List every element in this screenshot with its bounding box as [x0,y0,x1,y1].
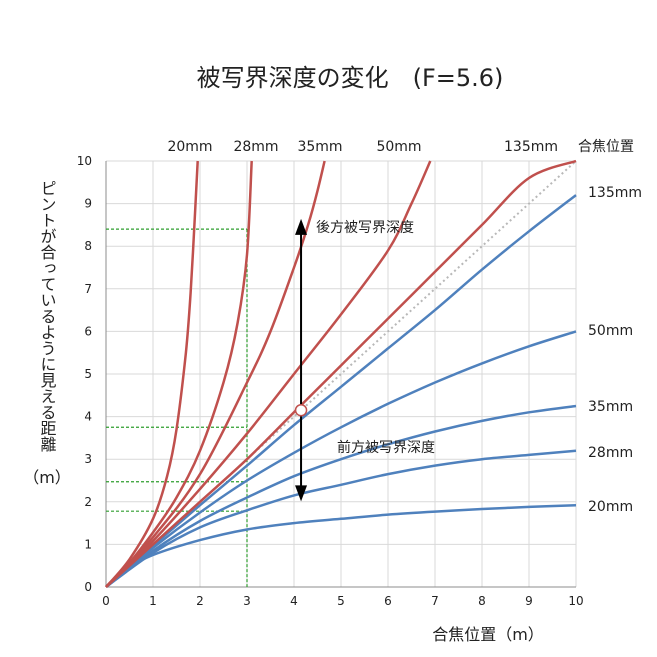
chart-title: 被写界深度の変化 (F=5.6) [197,64,504,92]
far-series-35mm [105,160,326,588]
y-tick-4: 4 [84,410,92,424]
y-tick-5: 5 [84,367,92,381]
far-label-35mm: 35mm [297,139,342,155]
y-tick-labels: 0 1 2 3 4 5 6 7 8 9 10 [77,154,92,594]
x-tick-1: 1 [149,594,157,608]
x-tick-3: 3 [243,594,251,608]
x-tick-9: 9 [525,594,533,608]
x-tick-4: 4 [290,594,298,608]
near-series-50mm [105,330,577,588]
x-tick-0: 0 [102,594,110,608]
x-tick-10: 10 [568,594,583,608]
x-tick-labels: 0 1 2 3 4 5 6 7 8 9 10 [102,594,583,608]
near-series-135mm [105,194,577,588]
series-labels: 20mm 28mm 35mm 50mm 135mm 合焦位置 135mm 50mm 35mm 28… [167,139,642,515]
far-series-135mm [105,159,577,588]
x-tick-8: 8 [478,594,486,608]
x-tick-7: 7 [431,594,439,608]
near-limit-series [105,194,577,589]
arrow-head-up [295,218,308,235]
near-label-135mm: 135mm [588,185,642,201]
y-tick-1: 1 [84,537,92,551]
near-label-35mm: 35mm [588,399,633,415]
y-tick-8: 8 [84,239,92,253]
far-series-20mm [105,160,199,588]
x-tick-5: 5 [337,594,345,608]
front-depth-annotation: 前方被写界深度 [337,439,435,456]
x-tick-6: 6 [384,594,392,608]
y-tick-10: 10 [77,154,92,168]
far-label-135mm: 135mm [504,139,558,155]
axes [105,161,576,588]
y-tick-7: 7 [84,282,92,296]
near-series-35mm [105,404,577,588]
reference-label: 合焦位置 [578,139,634,155]
near-label-50mm: 50mm [588,323,633,339]
far-label-20mm: 20mm [167,139,212,155]
depth-arrow [294,218,308,502]
y-axis-label: ピントが合っているように見える距離 （m） [23,180,71,487]
y-tick-2: 2 [84,495,92,509]
y-axis-label-text: ピントが合っているように見える距離 [38,180,57,452]
y-tick-6: 6 [84,324,92,338]
y-tick-0: 0 [84,580,92,594]
far-series-50mm [105,160,432,588]
y-axis-unit: （m） [23,468,71,487]
y-tick-3: 3 [84,452,92,466]
near-label-28mm: 28mm [588,445,633,461]
near-label-20mm: 20mm [588,499,633,515]
x-axis-label: 合焦位置（m） [432,625,544,644]
rear-depth-annotation: 後方被写界深度 [316,220,414,236]
far-label-28mm: 28mm [233,139,278,155]
focus-point-marker [294,403,308,417]
near-series-20mm [105,503,577,588]
y-tick-9: 9 [84,197,92,211]
arrow-head-down [295,485,308,502]
near-series-28mm [105,449,577,589]
far-label-50mm: 50mm [376,139,421,155]
far-limit-series [105,159,577,588]
x-tick-2: 2 [196,594,204,608]
